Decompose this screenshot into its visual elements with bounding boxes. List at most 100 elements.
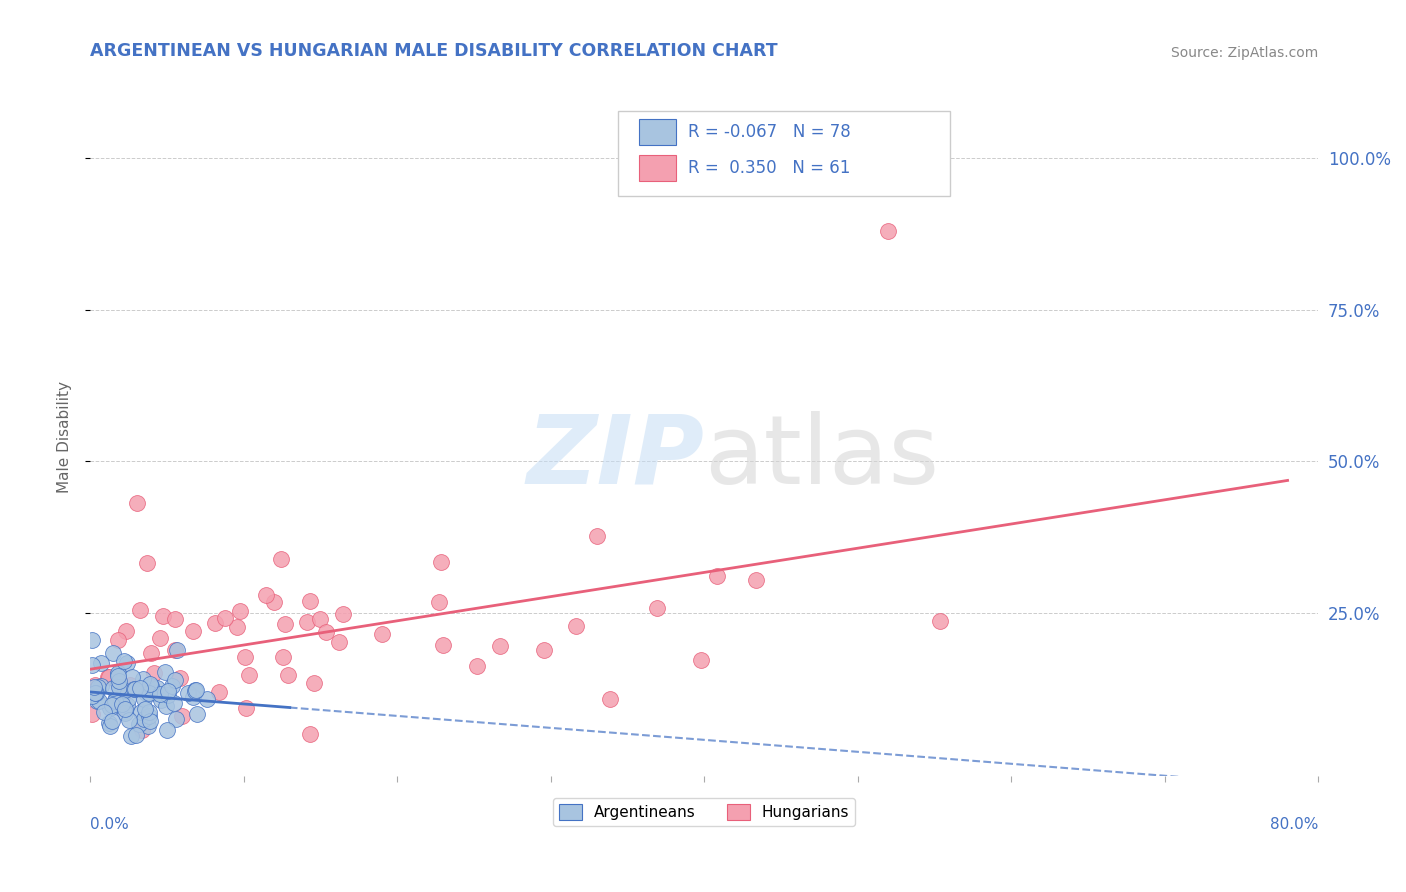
Point: [80, 633, 103, 648]
Point: [111, 687, 134, 701]
Legend: Argentineans, Hungarians: Argentineans, Hungarians: [553, 798, 855, 826]
Point: [80, 706, 103, 721]
Point: [315, 625, 337, 640]
Text: atlas: atlas: [704, 410, 939, 504]
Point: [107, 674, 129, 689]
Point: [117, 656, 139, 670]
Point: [298, 594, 321, 608]
Point: [273, 649, 295, 664]
Point: [87, 680, 110, 694]
Point: [87, 694, 110, 708]
Point: [928, 615, 950, 629]
Point: [586, 528, 609, 542]
Point: [114, 683, 136, 698]
Point: [152, 608, 174, 623]
Text: 0.0%: 0.0%: [90, 817, 129, 832]
Point: [83, 681, 105, 695]
Point: [225, 620, 247, 634]
Point: [107, 669, 129, 683]
Point: [138, 686, 160, 700]
Point: [82, 683, 104, 698]
Point: [204, 615, 226, 630]
Point: [270, 552, 292, 566]
Point: [134, 691, 156, 706]
Point: [169, 671, 191, 685]
Point: [98, 670, 121, 684]
Point: [235, 700, 257, 714]
Point: [84, 686, 107, 700]
Point: [107, 632, 129, 647]
Point: [465, 659, 488, 673]
Point: [299, 727, 322, 741]
Point: [103, 646, 125, 660]
Point: [139, 680, 162, 694]
Point: [98, 719, 121, 733]
Point: [160, 679, 183, 693]
Point: [100, 701, 122, 715]
Point: [128, 717, 150, 731]
Point: [489, 639, 512, 653]
Point: [165, 712, 187, 726]
Point: [195, 692, 218, 706]
Point: [149, 687, 172, 701]
Point: [103, 681, 125, 695]
Point: [104, 693, 127, 707]
Point: [134, 702, 156, 716]
Point: [132, 713, 155, 727]
Point: [153, 665, 176, 679]
Point: [146, 681, 169, 696]
Point: [163, 696, 186, 710]
Text: ARGENTINEAN VS HUNGARIAN MALE DISABILITY CORRELATION CHART: ARGENTINEAN VS HUNGARIAN MALE DISABILITY…: [90, 42, 778, 61]
Point: [129, 603, 152, 617]
Point: [129, 705, 152, 719]
Point: [432, 638, 454, 652]
Point: [136, 556, 159, 570]
Point: [172, 709, 194, 723]
Point: [84, 686, 107, 700]
Point: [117, 692, 139, 706]
Point: [128, 681, 150, 696]
Point: [277, 667, 299, 681]
Point: [254, 588, 277, 602]
Text: Source: ZipAtlas.com: Source: ZipAtlas.com: [1171, 46, 1319, 61]
Point: [533, 643, 555, 657]
Point: [138, 719, 160, 733]
Point: [107, 698, 129, 712]
Point: [101, 698, 124, 713]
Point: [125, 495, 148, 509]
Point: [100, 714, 122, 728]
Point: [689, 652, 711, 666]
Point: [139, 714, 162, 729]
Point: [564, 619, 586, 633]
Point: [273, 616, 295, 631]
Point: [181, 624, 204, 639]
Y-axis label: Male Disability: Male Disability: [58, 381, 72, 493]
Point: [120, 678, 142, 692]
Point: [328, 635, 350, 649]
Point: [118, 713, 141, 727]
Point: [177, 686, 200, 700]
Point: [214, 611, 236, 625]
Point: [114, 702, 136, 716]
Point: [599, 692, 621, 706]
Point: [80, 657, 103, 672]
Point: [104, 693, 127, 707]
Text: 80.0%: 80.0%: [1270, 817, 1319, 832]
Point: [90, 680, 112, 694]
Point: [163, 642, 186, 657]
Point: [138, 709, 160, 723]
Point: [165, 612, 187, 626]
Point: [132, 672, 155, 686]
Point: [302, 675, 325, 690]
Point: [90, 656, 112, 670]
Point: [108, 680, 131, 694]
Point: [744, 574, 766, 588]
Point: [143, 666, 166, 681]
Point: [238, 668, 260, 682]
FancyBboxPatch shape: [640, 120, 676, 145]
Point: [706, 569, 728, 583]
Point: [163, 673, 186, 687]
Point: [156, 688, 179, 702]
Point: [181, 690, 204, 704]
Point: [82, 689, 104, 703]
